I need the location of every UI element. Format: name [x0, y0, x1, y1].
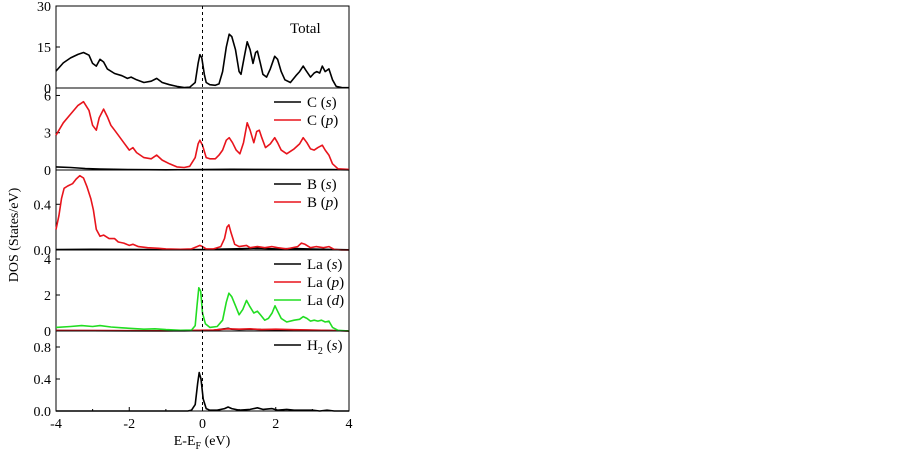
y-tick-label-carbon: 3 — [44, 127, 51, 142]
x-tick-label: 0 — [199, 417, 206, 432]
y-tick-label-lanthanum: 0 — [44, 325, 51, 340]
y-tick-label-total: 30 — [37, 0, 51, 15]
y-tick-label-total: 0 — [44, 82, 51, 97]
legend-label-boron-1: B (p) — [307, 195, 338, 211]
series-line-carbon-1 — [55, 100, 350, 171]
x-axis: -4 -2 0 2 4 — [50, 407, 353, 432]
series-line-hydrogen-0 — [56, 371, 349, 412]
y-tick-label-hydrogen: 0.8 — [34, 341, 52, 356]
series-line-lanthanum-2 — [55, 287, 350, 332]
y-axis-label: DOS (States/eV) — [7, 187, 22, 282]
x-tick-label: 4 — [346, 417, 353, 432]
y-tick-label-hydrogen: 0.4 — [34, 373, 52, 388]
y-tick-label-lanthanum: 4 — [44, 253, 51, 268]
legend-label-lanthanum-2: La (d) — [307, 293, 344, 309]
y-tick-label-hydrogen: 0.0 — [34, 405, 52, 420]
x-axis-label: E-EF (eV) — [174, 434, 231, 452]
legend-label-total: Total — [290, 21, 321, 37]
y-tick-label-lanthanum: 2 — [44, 289, 51, 304]
x-tick-label: -2 — [123, 417, 135, 432]
y-tick-label-carbon: 6 — [44, 89, 51, 104]
panel-boron: 0.0 0.4 B (s) B (p) — [34, 169, 350, 259]
legend-label-boron-0: B (s) — [307, 177, 337, 193]
legend-label-lanthanum-0: La (s) — [307, 257, 342, 273]
y-tick-label-total: 15 — [37, 41, 51, 56]
series-line-boron-0 — [55, 247, 350, 251]
series-line-total-0 — [55, 33, 350, 89]
y-tick-label-boron: 0.0 — [34, 244, 52, 259]
x-tick-label: -4 — [50, 417, 62, 432]
x-tick-label: 2 — [272, 417, 279, 432]
legend-label-hydrogen-0: H2 (s) — [307, 338, 342, 357]
legend-label-carbon-1: C (p) — [307, 113, 338, 129]
legend-label-lanthanum-1: La (p) — [307, 275, 344, 291]
legend-label-carbon-0: C (s) — [307, 95, 337, 111]
series-line-boron-1 — [55, 174, 349, 251]
y-tick-label-boron: 0.4 — [34, 198, 52, 213]
y-tick-label-carbon: 0 — [44, 164, 51, 179]
